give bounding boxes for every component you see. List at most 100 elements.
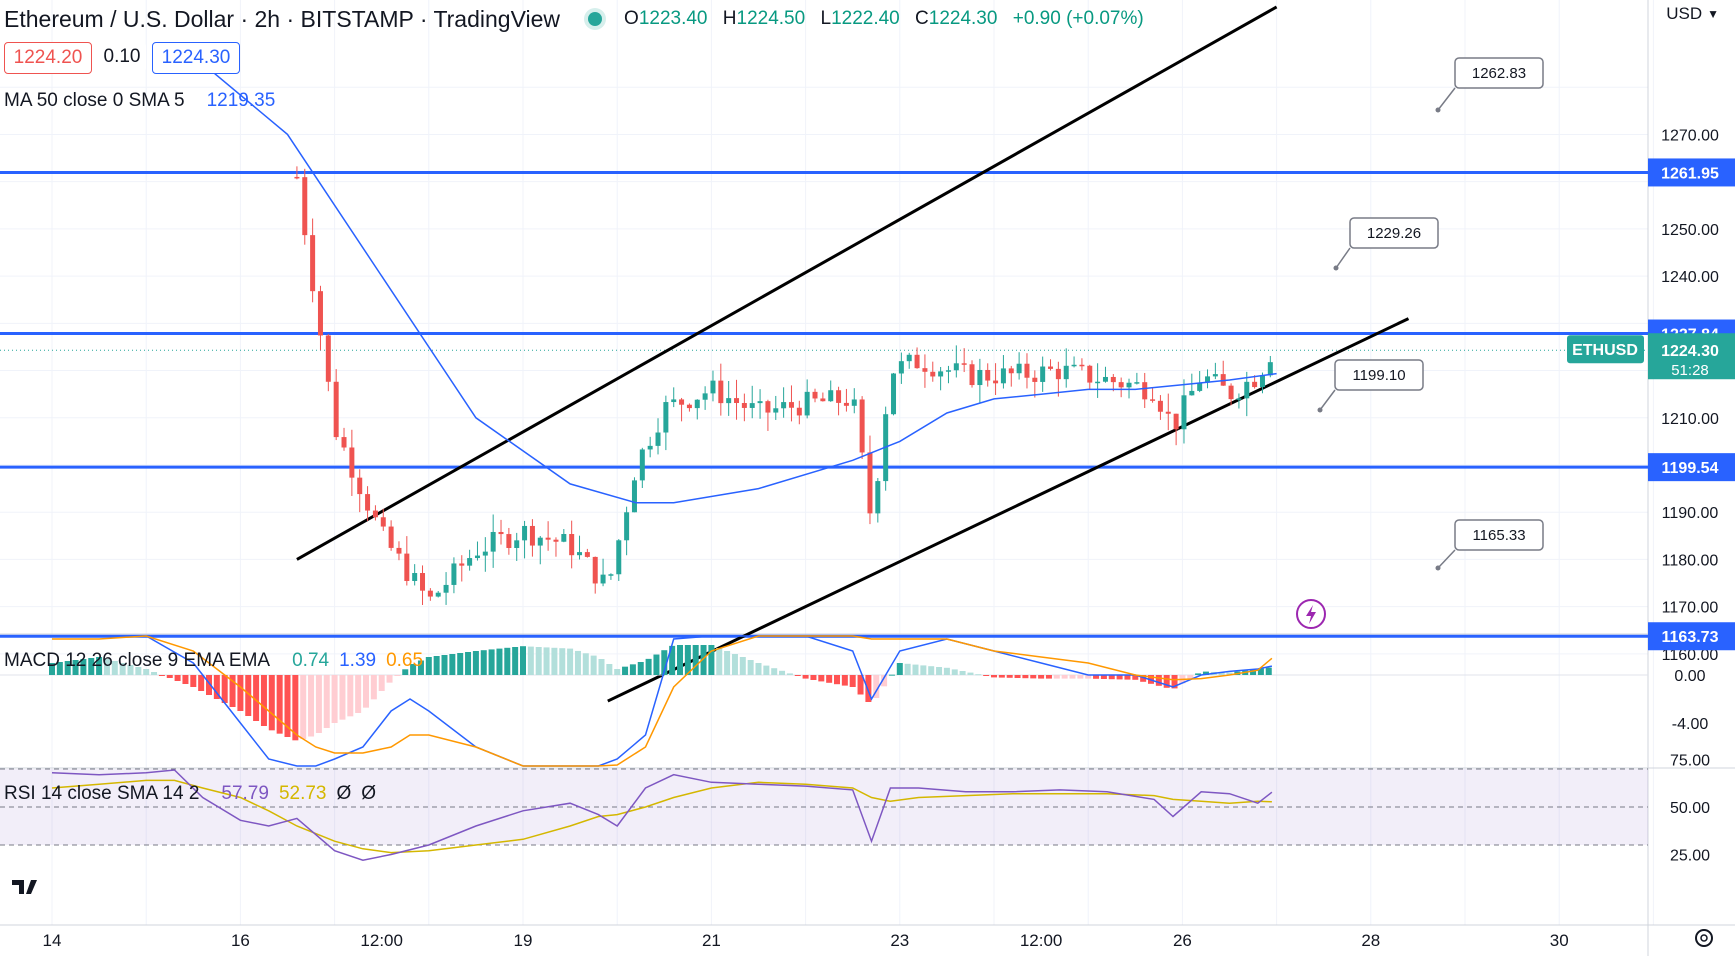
level-price-box — [1648, 158, 1735, 187]
candle-body — [1040, 366, 1046, 382]
ma-legend[interactable]: MA 50 close 0 SMA 5 1219.35 — [4, 90, 285, 112]
candle-body — [443, 584, 449, 593]
candle-body — [608, 574, 614, 576]
candle-body — [349, 447, 355, 478]
macd-histogram-bar — [920, 665, 927, 675]
callout-box — [1334, 359, 1424, 391]
macd-histogram-bar — [449, 654, 456, 675]
candle-body — [631, 480, 637, 513]
rsi-tick-label: 25.00 — [1670, 848, 1710, 865]
candle-body — [749, 403, 755, 408]
macd-tick-label: 0.00 — [1674, 668, 1705, 685]
macd-histogram-bar — [645, 658, 652, 675]
macd-histogram-bar — [653, 654, 660, 675]
macd-histogram-bar — [771, 668, 778, 675]
candle-body — [1024, 363, 1030, 378]
candle-body — [522, 525, 528, 541]
macd-histogram-bar — [857, 675, 864, 695]
candle-body — [341, 437, 347, 448]
macd-histogram-bar — [80, 659, 87, 675]
channel-upper-line — [296, 5, 1278, 561]
price-tick-label: 1240.00 — [1661, 269, 1719, 286]
candle-body — [537, 537, 543, 546]
macd-histogram-bar — [936, 667, 943, 675]
macd-histogram-bar — [206, 675, 212, 695]
candle-body — [702, 393, 708, 400]
candle-body — [922, 368, 928, 372]
sell-button[interactable]: 1224.20 — [4, 42, 92, 74]
macd-histogram-bar — [567, 648, 574, 675]
macd-histogram-bar — [983, 675, 990, 676]
candle-body — [985, 369, 991, 381]
rsi-ma-line — [51, 779, 1272, 854]
macd-histogram-bar — [614, 669, 621, 675]
candle-body — [663, 402, 669, 433]
gear-ring — [1695, 929, 1713, 947]
macd-histogram-bar — [559, 648, 566, 675]
macd-legend[interactable]: MACD 12 26 close 9 EMA EMA 0.74 1.39 0.6… — [4, 650, 424, 671]
currency-selector[interactable]: USD ▼ — [1666, 4, 1719, 23]
macd-histogram-bar — [103, 659, 110, 675]
candle-body — [828, 390, 834, 402]
macd-histogram-bar — [543, 647, 550, 675]
macd-histogram-bar — [1061, 675, 1068, 679]
macd-histogram-bar — [747, 660, 754, 675]
rsi-legend[interactable]: RSI 14 close SMA 14 2 57.79 52.73 Ø Ø — [4, 783, 377, 804]
macd-histogram-bar — [669, 645, 676, 675]
candle-body — [820, 398, 826, 402]
candle-body — [467, 558, 473, 566]
candle-body — [624, 512, 630, 541]
buy-button[interactable]: 1224.30 — [152, 42, 240, 74]
macd-histogram-bar — [174, 675, 181, 681]
callout-anchor — [1333, 265, 1339, 271]
callout-label: 1262.83 — [1472, 65, 1526, 82]
macd-histogram-bar — [1257, 668, 1264, 675]
tradingview-logo-icon — [8, 874, 44, 900]
candle-body — [867, 452, 873, 514]
logo-bg — [8, 874, 44, 900]
candle-body — [451, 563, 457, 585]
market-status-dot[interactable] — [588, 12, 603, 26]
rsi-tick-label: 75.00 — [1670, 753, 1710, 770]
macd-histogram-bar — [496, 648, 503, 675]
macd-histogram-bar — [504, 647, 511, 675]
macd-histogram-bar — [72, 660, 79, 675]
candle-body — [616, 540, 622, 575]
level-price-box — [1648, 622, 1735, 651]
chart-header: Ethereum / U.S. Dollar · 2h · BITSTAMP ·… — [0, 0, 1154, 38]
macd-histogram-bar — [323, 675, 330, 728]
macd-histogram-bar — [873, 675, 880, 698]
macd-histogram-bar — [355, 675, 362, 713]
macd-histogram-bar — [221, 675, 228, 703]
macd-histogram-bar — [684, 645, 691, 675]
macd-histogram-bar — [315, 675, 322, 733]
candle-body — [1071, 364, 1077, 367]
level-price-box — [1648, 453, 1735, 482]
price-callouts: 1262.83 1229.26 1199.10 1165.33 — [1317, 57, 1544, 571]
candle-body — [647, 445, 653, 450]
time-axis: 14 16 12:00 19 21 23 12:00 26 28 30 — [8, 599, 1713, 950]
candle-body — [757, 401, 763, 404]
candle-body — [584, 552, 590, 557]
candle-body — [993, 380, 999, 384]
macd-histogram-bar — [606, 664, 613, 675]
candle-body — [357, 477, 363, 495]
macd-histogram-bar — [56, 662, 63, 675]
candle-body — [302, 177, 308, 236]
candle-body — [1126, 382, 1132, 388]
candle-body — [1000, 368, 1006, 384]
candle-body — [1197, 382, 1203, 391]
price-tick-label: 1180.00 — [1662, 552, 1719, 569]
macd-histogram-bar — [551, 647, 558, 675]
callout-label: 1165.33 — [1472, 527, 1525, 544]
macd-histogram-bar — [786, 673, 793, 675]
macd-histogram-bar — [912, 664, 919, 675]
macd-histogram-bar — [268, 675, 275, 731]
macd-histogram-bar — [1014, 675, 1021, 678]
macd-histogram-bar — [166, 675, 173, 678]
level-price-label: 1261.95 — [1661, 165, 1719, 182]
macd-histogram-bar — [237, 675, 244, 711]
candle-body — [639, 449, 645, 481]
